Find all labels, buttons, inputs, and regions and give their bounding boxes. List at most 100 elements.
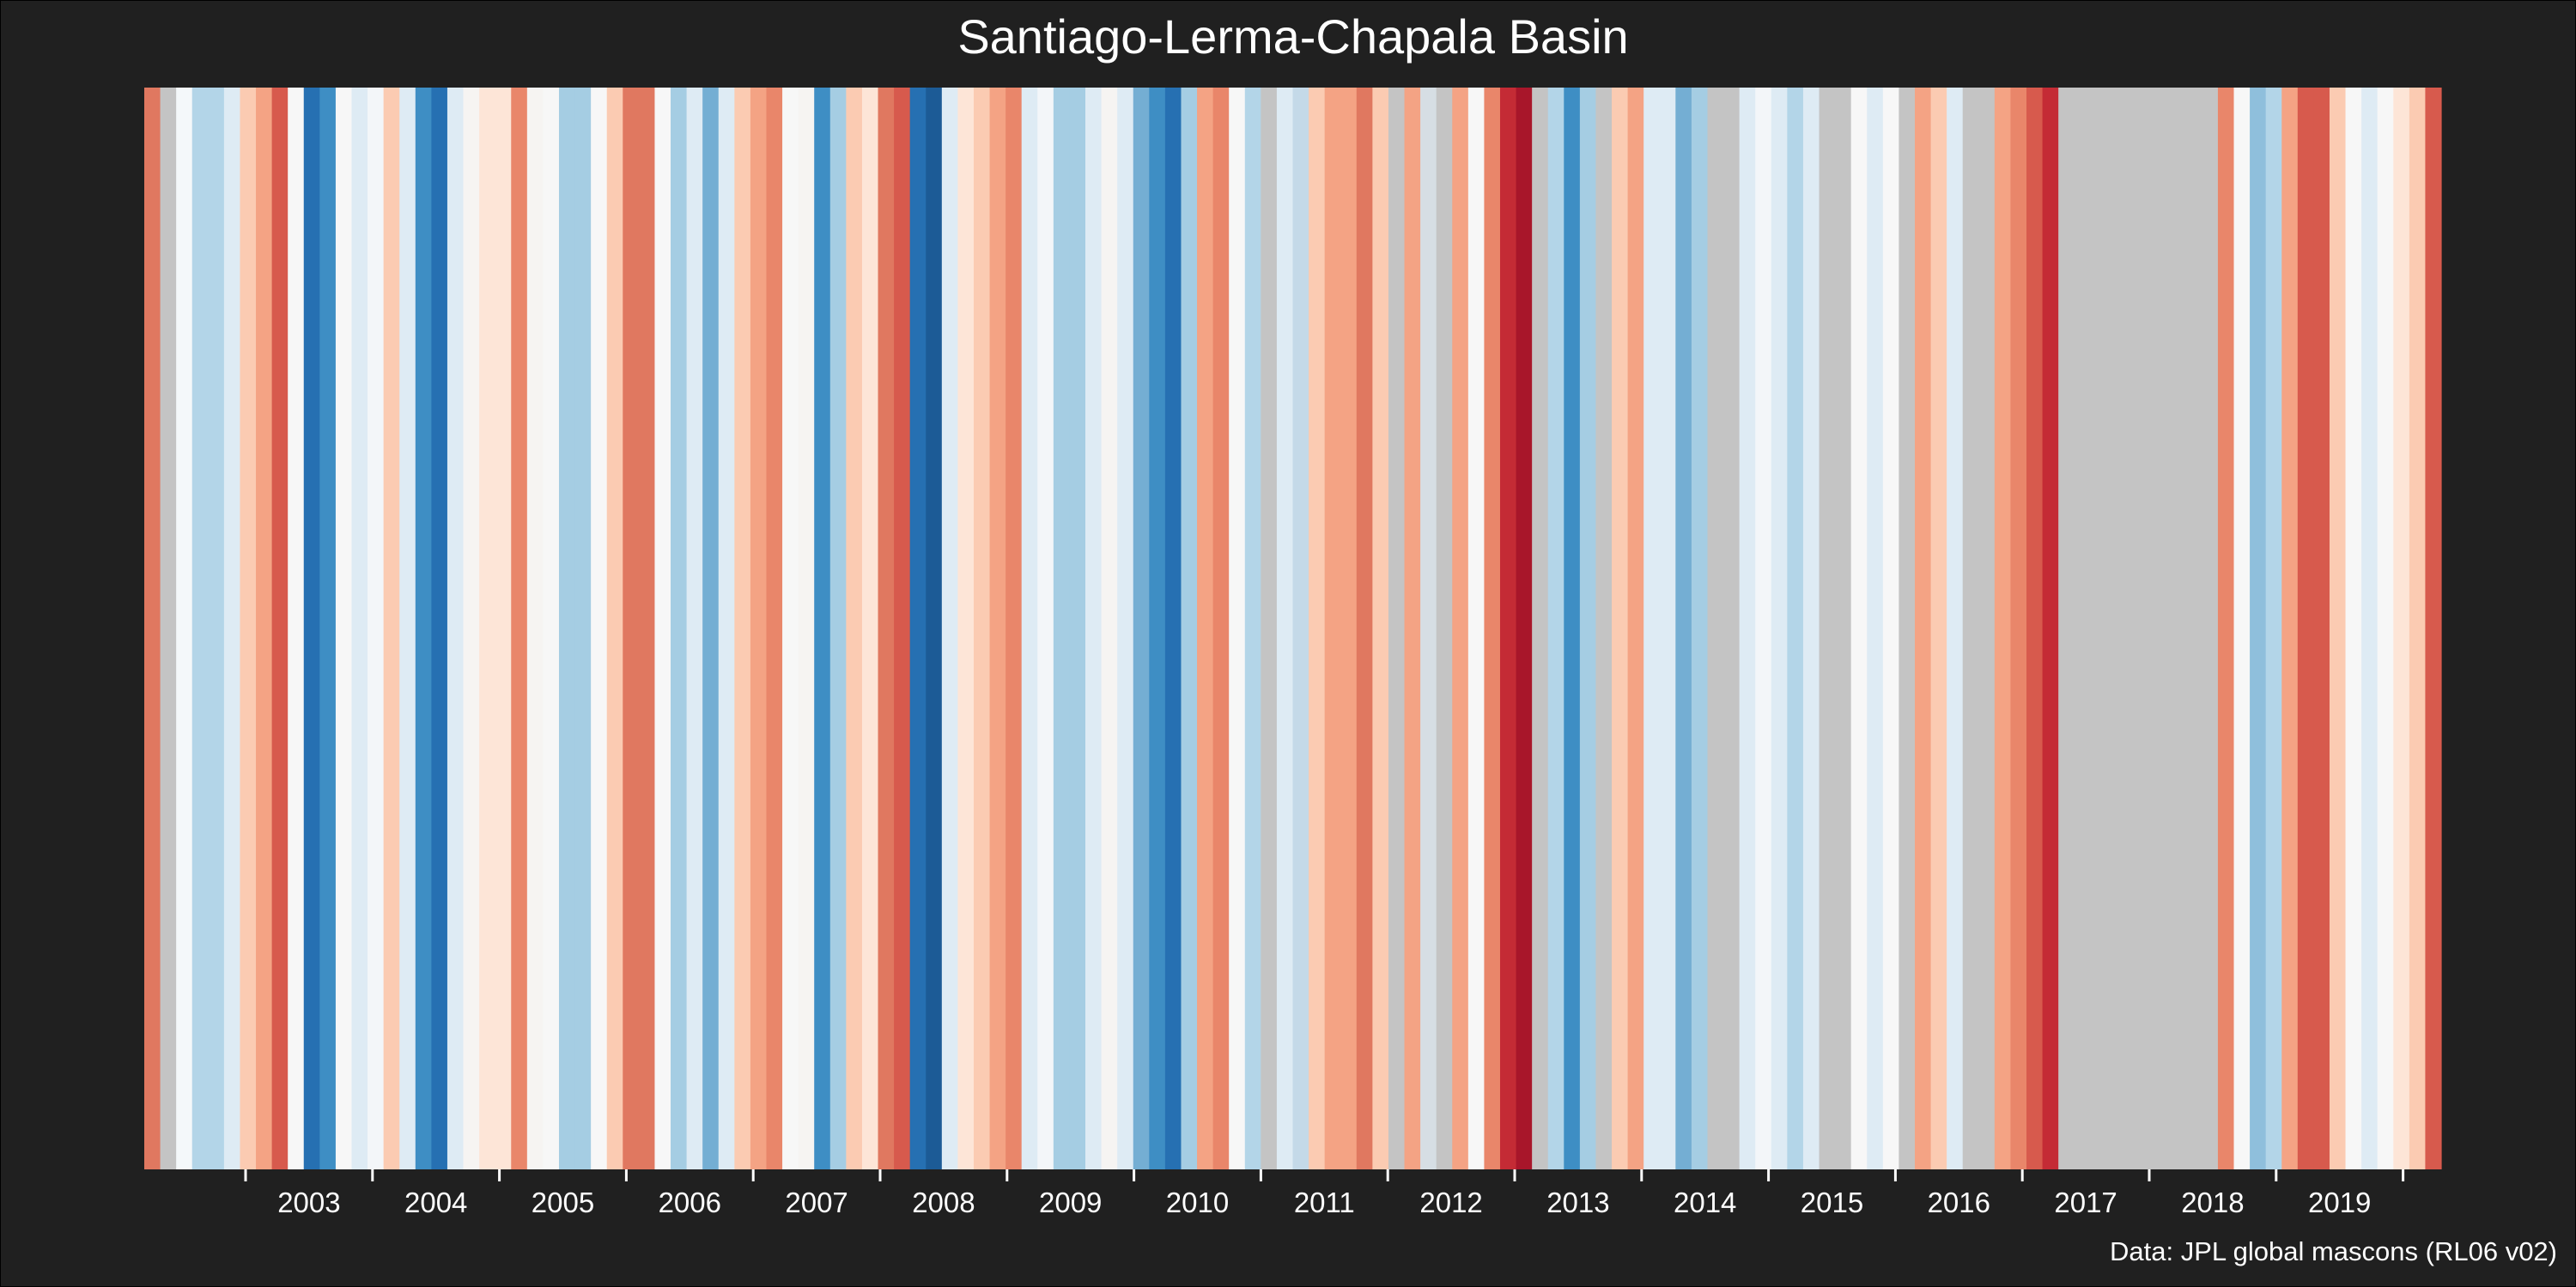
stripe [671,88,688,1169]
stripe [1532,88,1549,1169]
stripe [2265,88,2282,1169]
stripe [303,88,320,1169]
stripe [1835,88,1852,1169]
x-tick-label: 2004 [404,1187,467,1218]
stripe [176,88,193,1169]
stripe [1053,88,1071,1169]
stripe [941,88,958,1169]
stripe [2297,88,2314,1169]
stripe [1484,88,1501,1169]
stripe [1516,88,1533,1169]
stripe [878,88,895,1169]
x-tick-label: 2013 [1546,1187,1609,1218]
stripe [558,88,576,1169]
stripe [1867,88,1884,1169]
stripe [1388,88,1406,1169]
x-tick-label: 2016 [1928,1187,1990,1218]
stripe [718,88,735,1169]
stripe [1787,88,1804,1169]
stripe [1819,88,1836,1169]
stripe [734,88,751,1169]
stripe [591,88,608,1169]
stripe [1149,88,1166,1169]
stripe [1085,88,1103,1169]
stripe [1882,88,1900,1169]
stripe [1324,88,1341,1169]
stripe [750,88,768,1169]
x-tick-label: 2007 [785,1187,848,1218]
stripe [702,88,720,1169]
chart-title: Santiago-Lerma-Chapala Basin [957,9,1628,64]
stripe [2202,88,2219,1169]
stripe [1005,88,1023,1169]
stripe [989,88,1006,1169]
stripe [511,88,528,1169]
stripe [1850,88,1868,1169]
stripe [798,88,815,1169]
stripe [208,88,225,1169]
stripe [1564,88,1581,1169]
stripe [1707,88,1724,1169]
stripe [256,88,273,1169]
stripe [2090,88,2107,1169]
stripe [1978,88,1996,1169]
stripe [909,88,927,1169]
stripe [1197,88,1214,1169]
stripe [2233,88,2251,1169]
stripe [1675,88,1692,1169]
stripe [574,88,592,1169]
stripe [1356,88,1373,1169]
stripe [383,88,400,1169]
stripe [543,88,560,1169]
stripe [606,88,623,1169]
stripe [223,88,241,1169]
stripe [2281,88,2299,1169]
stripe [1612,88,1629,1169]
stripe [2058,88,2075,1169]
stripe [926,88,943,1169]
x-tick-label: 2003 [277,1187,340,1218]
stripe [1547,88,1564,1169]
stripes-group [144,88,2442,1169]
stripe [271,88,289,1169]
x-tick-label: 2019 [2308,1187,2371,1218]
stripe [1947,88,1964,1169]
stripe [1229,88,1246,1169]
x-tick-label: 2012 [1419,1187,1482,1218]
stripe [782,88,799,1169]
x-tick-label: 2006 [659,1187,721,1218]
stripe [846,88,863,1169]
stripe [2393,88,2410,1169]
x-tick-label: 2017 [2054,1187,2117,1218]
stripe [1930,88,1947,1169]
stripe [1261,88,1278,1169]
stripe [431,88,448,1169]
stripe [2345,88,2362,1169]
stripe [495,88,512,1169]
x-axis-tick-labels: 2003 2004 2005 2006 2007 2008 2009 2010 2011 2012… [277,1187,2371,1218]
stripe [1659,88,1676,1169]
stripe [957,88,975,1169]
stripe [2329,88,2347,1169]
x-tick-label: 2009 [1039,1187,1102,1218]
stripe [2217,88,2235,1169]
stripe [1037,88,1054,1169]
stripe [2154,88,2171,1169]
stripe [1212,88,1230,1169]
stripe [2138,88,2155,1169]
stripe [526,88,544,1169]
stripe [2170,88,2187,1169]
stripe [2377,88,2394,1169]
stripe [1579,88,1597,1169]
stripe [1117,88,1134,1169]
stripe [351,88,368,1169]
stripe [335,88,353,1169]
stripe [160,88,177,1169]
x-axis-ticks [244,1169,2405,1181]
stripe [861,88,879,1169]
stripe [1643,88,1661,1169]
stripe [1914,88,1932,1169]
stripe [399,88,416,1169]
stripe [447,88,465,1169]
